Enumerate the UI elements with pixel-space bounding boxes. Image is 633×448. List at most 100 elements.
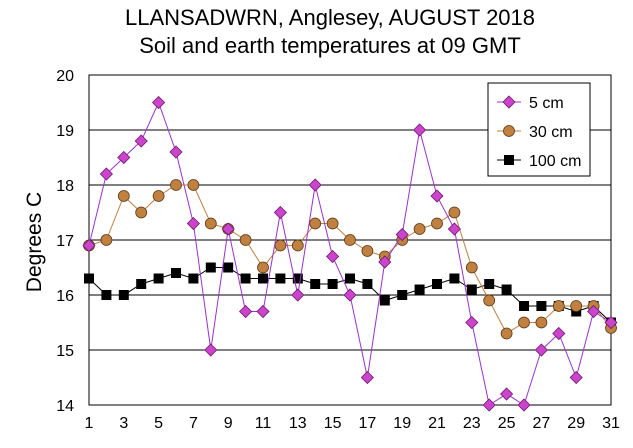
data-point	[135, 206, 148, 219]
data-point	[204, 217, 217, 230]
data-point	[171, 268, 181, 278]
data-point	[483, 294, 496, 307]
x-tick-label: 29	[567, 415, 585, 432]
data-point	[345, 273, 355, 284]
data-point	[430, 189, 444, 203]
chart-subtitle: Soil and earth temperatures at 09 GMT	[139, 33, 521, 58]
data-point	[395, 227, 409, 242]
y-tick-label: 15	[56, 343, 74, 360]
data-point	[310, 279, 321, 289]
data-point	[587, 304, 601, 319]
data-point	[204, 343, 218, 357]
data-point	[343, 288, 357, 302]
series-5-cm	[82, 95, 618, 412]
series	[82, 95, 618, 412]
y-tick-label: 18	[56, 178, 74, 195]
data-point	[256, 304, 270, 319]
data-point	[153, 273, 164, 284]
y-tick-label: 16	[56, 288, 74, 305]
data-point	[118, 290, 129, 300]
x-tick-label: 11	[255, 415, 272, 432]
data-point	[223, 262, 234, 273]
data-point	[327, 279, 338, 289]
data-point	[292, 273, 303, 284]
data-point	[221, 222, 235, 236]
data-point	[552, 326, 566, 341]
x-tick-label: 25	[498, 415, 516, 432]
data-point	[188, 273, 199, 284]
data-point	[326, 249, 340, 264]
data-point	[101, 290, 112, 300]
data-point	[240, 273, 251, 284]
data-point	[500, 387, 514, 401]
x-tick-label: 3	[119, 415, 128, 432]
data-point	[413, 123, 427, 137]
data-point	[308, 178, 322, 192]
data-point	[449, 273, 460, 284]
data-point	[344, 234, 356, 246]
data-point	[482, 398, 496, 412]
legend-marker	[502, 95, 516, 109]
data-point	[187, 179, 200, 191]
data-point	[413, 223, 426, 235]
data-point	[152, 95, 166, 110]
legend-label: 100 cm	[529, 153, 581, 170]
data-point	[536, 301, 547, 311]
data-point	[291, 239, 304, 252]
data-point	[500, 327, 513, 340]
y-axis-ticks: 14 15 16 17 18 19 20	[56, 68, 74, 415]
chart-title: LLANSADWRN, Anglesey, AUGUST 2018	[125, 5, 535, 30]
data-point	[291, 288, 305, 302]
data-point	[239, 304, 253, 319]
data-point	[484, 279, 495, 289]
data-point	[309, 217, 322, 230]
data-point	[535, 316, 548, 329]
data-point	[273, 205, 287, 220]
x-axis-ticks: 1 3 5 7 9 11 13 15 17 19 21 23 25 27 29 31	[85, 415, 620, 432]
data-point	[552, 300, 565, 312]
x-tick-label: 9	[224, 415, 233, 432]
data-point	[397, 290, 408, 300]
data-point	[100, 234, 113, 246]
data-point	[117, 150, 131, 165]
data-point	[431, 217, 443, 230]
x-tick-label: 5	[154, 415, 163, 432]
series-line	[88, 184, 612, 335]
legend: 5 cm 30 cm 100 cm	[487, 82, 591, 177]
data-point	[361, 245, 374, 257]
y-tick-label: 14	[56, 398, 74, 415]
legend-item: 30 cm	[497, 124, 573, 141]
data-point	[517, 398, 531, 412]
data-point	[465, 261, 478, 274]
x-tick-label: 15	[324, 415, 342, 432]
data-point	[362, 279, 373, 289]
x-tick-label: 31	[602, 415, 620, 432]
data-point	[569, 370, 583, 385]
y-tick-label: 19	[56, 123, 74, 140]
x-tick-label: 23	[463, 415, 481, 432]
data-point	[447, 222, 461, 236]
data-point	[170, 179, 182, 191]
x-tick-label: 7	[189, 415, 198, 432]
data-point	[379, 295, 390, 306]
x-tick-label: 27	[533, 415, 551, 432]
data-point	[258, 273, 268, 284]
data-point	[84, 273, 94, 284]
data-point	[134, 134, 148, 148]
data-point	[518, 316, 530, 329]
legend-item: 100 cm	[497, 153, 581, 170]
data-point	[257, 261, 269, 274]
data-point	[570, 300, 583, 312]
y-tick-label: 17	[56, 233, 74, 250]
x-tick-label: 17	[359, 415, 377, 432]
data-point	[519, 301, 529, 311]
data-point	[360, 370, 374, 385]
legend-marker	[503, 125, 515, 137]
data-point	[466, 284, 477, 295]
y-axis-label: Degrees C	[23, 192, 46, 292]
x-tick-label: 21	[428, 415, 446, 432]
x-tick-label: 19	[393, 415, 411, 432]
legend-marker	[504, 155, 514, 165]
data-point	[186, 216, 200, 231]
